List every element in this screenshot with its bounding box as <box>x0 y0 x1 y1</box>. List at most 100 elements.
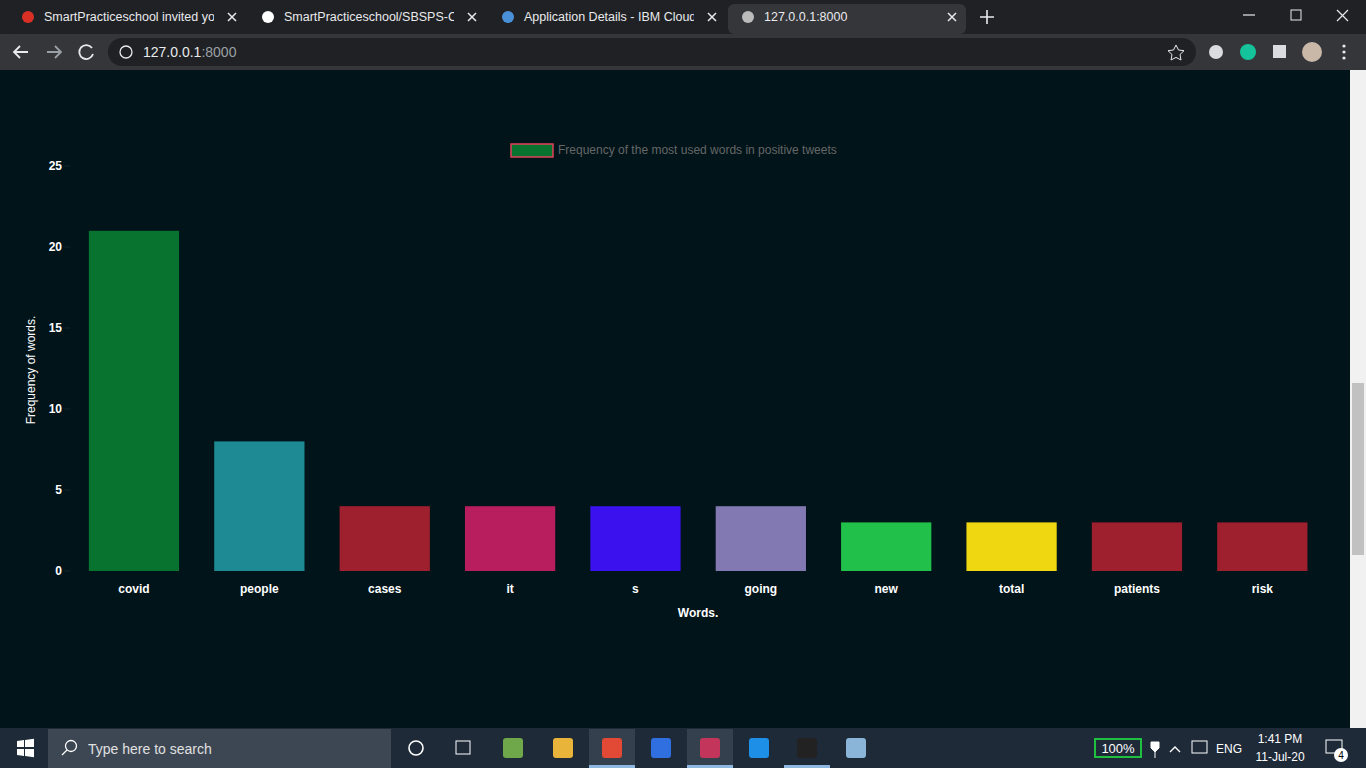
bar <box>966 522 1056 571</box>
omnibox[interactable] <box>108 38 1196 66</box>
bar <box>89 231 179 571</box>
forward[interactable] <box>47 46 61 58</box>
tab-title: 127.0.0.1:8000 <box>764 10 847 24</box>
tab-fade <box>214 8 238 28</box>
bookmark[interactable] <box>1168 45 1184 60</box>
y-tick <box>64 247 70 248</box>
language: ENG <box>1216 742 1242 756</box>
search-box[interactable] <box>48 729 391 768</box>
clock-time: 1:41 PM <box>1258 732 1303 746</box>
tab-title: SmartPracticeschool invited you t <box>44 10 229 24</box>
page <box>0 70 1366 728</box>
tray-arrow[interactable] <box>1170 747 1180 752</box>
x-tick-label: s <box>632 582 639 596</box>
bars <box>89 231 1308 571</box>
taskbar <box>0 728 1366 768</box>
bar <box>716 506 806 571</box>
y-tick-label: 20 <box>49 240 63 254</box>
y-tick-label: 5 <box>55 483 62 497</box>
bar <box>1217 522 1307 571</box>
bar <box>465 506 555 571</box>
app-active <box>589 729 635 768</box>
tab-close[interactable] <box>228 13 236 21</box>
favicon <box>22 11 34 23</box>
new-tab[interactable] <box>980 10 994 24</box>
y-tick <box>64 571 70 572</box>
extensions <box>1273 45 1286 58</box>
app-indicator <box>589 765 635 768</box>
app-icon[interactable] <box>553 738 573 758</box>
app-icon[interactable] <box>749 738 769 758</box>
back[interactable] <box>14 46 28 58</box>
app-icon[interactable] <box>602 738 622 758</box>
start[interactable] <box>17 739 34 758</box>
tab[interactable] <box>248 4 486 34</box>
clock-date: 11-Jul-20 <box>1255 750 1304 764</box>
search-icon <box>62 750 67 755</box>
y-tick <box>64 166 70 167</box>
search-icon <box>66 741 77 752</box>
battery-box <box>1095 739 1141 757</box>
url-host: 127.0.0.1 <box>143 44 202 60</box>
bar <box>214 441 304 571</box>
cortana[interactable] <box>409 741 423 755</box>
tab-title: SmartPracticeschool/SBSPS-Chal <box>284 10 474 24</box>
x-tick-label: new <box>875 582 899 596</box>
tab-fade <box>454 8 478 28</box>
app-icon[interactable] <box>700 738 720 758</box>
scrollbar <box>1350 70 1366 728</box>
favicon <box>262 11 274 23</box>
app-icon[interactable] <box>651 738 671 758</box>
power-icon <box>1151 742 1159 758</box>
x-tick-label: cases <box>368 582 402 596</box>
x-tick-label: people <box>240 582 279 596</box>
restore[interactable] <box>1291 10 1301 20</box>
tab[interactable] <box>728 4 966 34</box>
y-tick-label: 0 <box>55 564 62 578</box>
favicon <box>502 11 514 23</box>
app-icon[interactable] <box>503 738 523 758</box>
task-view[interactable] <box>456 741 470 754</box>
tab[interactable] <box>488 4 726 34</box>
notification-count: 4 <box>1338 750 1344 761</box>
bar <box>1092 522 1182 571</box>
app-icon[interactable] <box>846 738 866 758</box>
bar <box>590 506 680 571</box>
tab[interactable] <box>8 4 246 34</box>
close[interactable] <box>1337 10 1348 21</box>
app-active <box>687 729 733 768</box>
tab-close[interactable] <box>948 13 956 21</box>
notification-badge <box>1334 748 1348 762</box>
legend-label: Frequency of the most used words in posi… <box>558 143 837 157</box>
x-tick-label: patients <box>1114 582 1160 596</box>
menu <box>1342 50 1345 53</box>
x-tick-label: risk <box>1252 582 1274 596</box>
x-tick-label: going <box>745 582 778 596</box>
profile[interactable] <box>1302 42 1322 62</box>
y-tick-label: 10 <box>49 402 63 416</box>
tab-close[interactable] <box>708 13 716 21</box>
x-axis-label: Words. <box>678 606 718 620</box>
x-tick-label: it <box>506 582 513 596</box>
legend-swatch <box>511 144 553 157</box>
scroll-thumb[interactable] <box>1352 383 1364 555</box>
tab-close[interactable] <box>468 13 476 21</box>
url-port: :8000 <box>201 44 236 60</box>
tab-fade <box>694 8 718 28</box>
minimize[interactable] <box>1243 14 1255 15</box>
x-tick-label: covid <box>118 582 149 596</box>
toolbar <box>0 34 1366 70</box>
battery: 100% <box>1101 741 1135 756</box>
menu <box>1342 44 1345 47</box>
app-indicator <box>687 765 733 768</box>
favicon <box>742 11 754 23</box>
y-tick <box>64 328 70 329</box>
tab-title: Application Details - IBM Cloud <box>524 10 696 24</box>
bar <box>841 522 931 571</box>
app-icon[interactable] <box>797 738 817 758</box>
y-tick <box>64 409 70 410</box>
x-tick-label: total <box>999 582 1024 596</box>
menu <box>1342 56 1345 59</box>
reload[interactable] <box>79 45 93 59</box>
search-placeholder: Type here to search <box>88 741 212 757</box>
